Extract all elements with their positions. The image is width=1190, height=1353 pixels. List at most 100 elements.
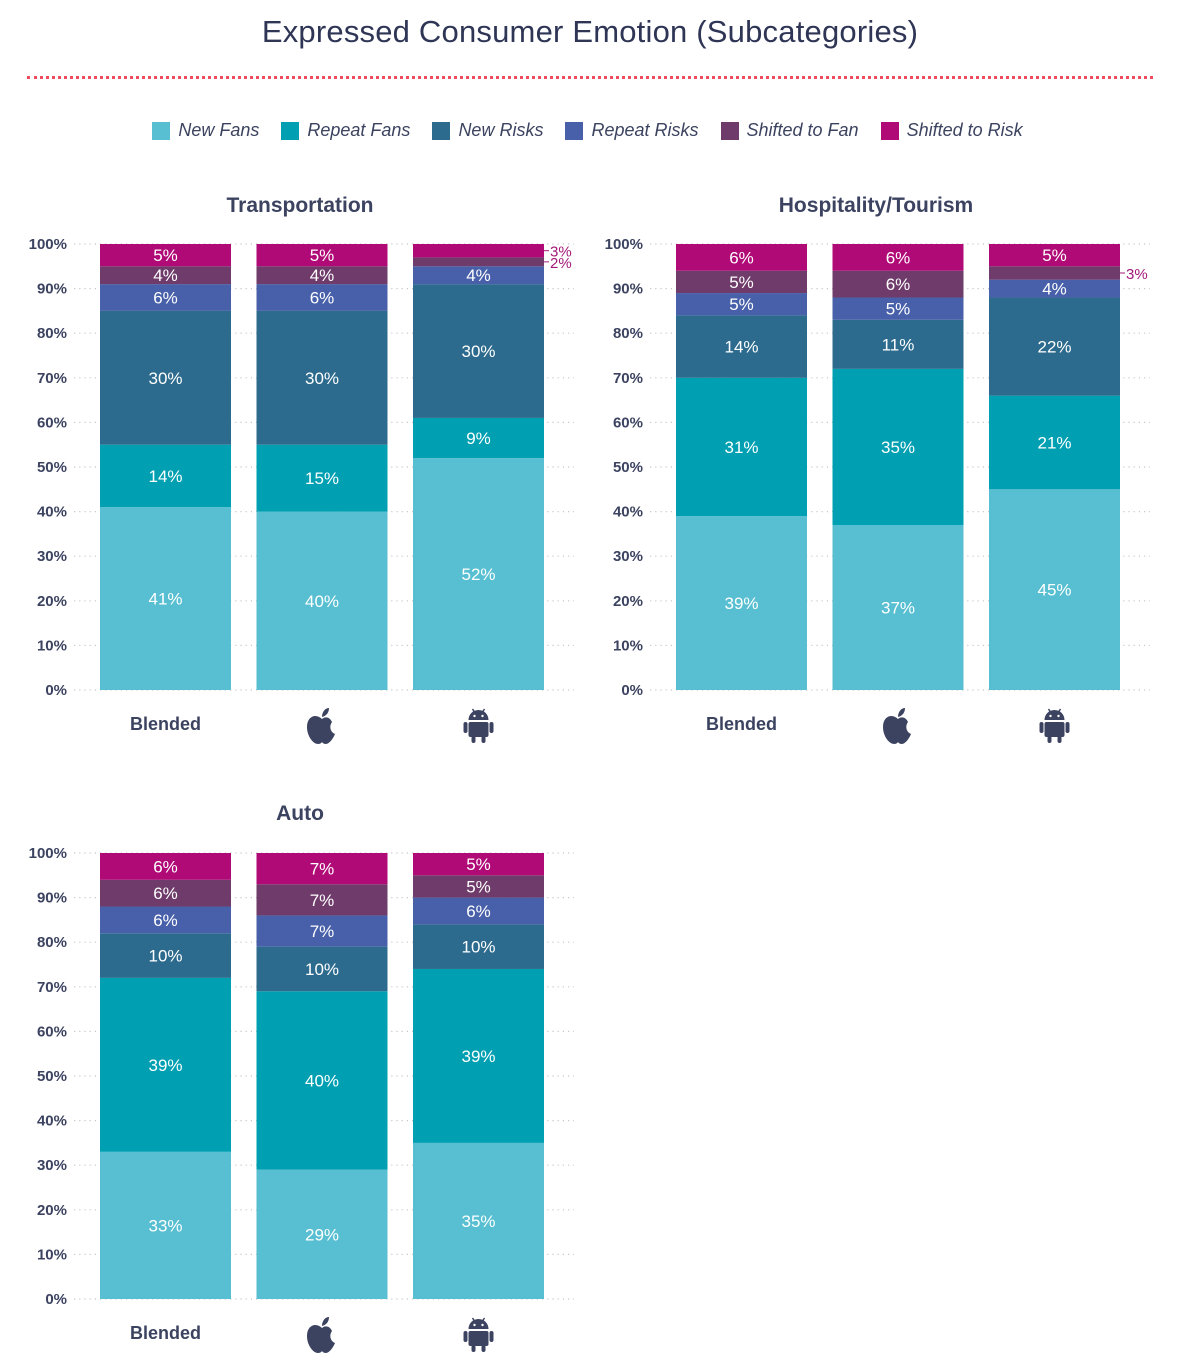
bar-segment [413,458,544,690]
android-head [468,710,489,720]
y-tick-label: 40% [37,1113,67,1130]
bar-segment [256,284,388,311]
bar-segment [256,511,388,690]
legend-label: Shifted to Fan [746,120,859,140]
android-leg [481,736,486,743]
data-label: 5% [153,246,178,265]
android-body [468,1331,489,1346]
bar-segment [100,977,231,1152]
bar-segment [100,284,231,311]
android-eye [1049,714,1052,718]
data-label: 4% [310,266,335,285]
y-tick-label: 70% [37,979,67,996]
bar-segment [413,244,544,258]
apple-body [307,1324,335,1353]
bar-segment [100,1151,231,1299]
data-label: 40% [305,1071,339,1090]
bar-segment [676,244,807,271]
bar-segment [676,270,807,294]
bar-segment [989,395,1120,490]
data-label: 4% [153,266,178,285]
y-tick-label: 60% [37,1023,67,1040]
bar-segment [256,444,388,512]
y-tick-label: 50% [37,459,67,476]
data-label: 6% [153,911,178,930]
legend-label: New Risks [458,120,544,140]
android-antenna [471,1317,476,1322]
android-head [468,1319,489,1329]
data-label: 10% [305,960,339,979]
data-label: 6% [886,248,911,267]
data-label: 37% [881,598,915,617]
data-label: 7% [310,922,335,941]
data-label: 31% [724,438,758,457]
bar-segment [413,417,544,459]
android-leg [1047,736,1052,743]
legend-swatch [565,121,584,140]
data-label: 35% [881,438,915,457]
legend-label: Shifted to Risk [906,120,1023,140]
bar-segment [100,507,231,690]
legend-item-new-fans: New Fans [152,120,259,141]
android-arm [489,1331,494,1342]
bar-segment [100,244,231,267]
data-label: 52% [461,565,495,584]
chart-main-title: Expressed Consumer Emotion (Subcategorie… [261,14,919,49]
bar-segment [676,516,807,690]
data-label: 5% [886,300,911,319]
bar-segment [832,319,964,369]
data-label: 39% [461,1047,495,1066]
bar-segment [413,266,544,285]
y-tick-label: 100% [605,236,643,253]
data-label: 10% [461,938,495,957]
y-tick-label: 0% [621,682,643,699]
data-label-callout: 3% [550,244,572,261]
chart-title: Auto [276,802,324,825]
android-leg [471,736,476,743]
android-icon [463,1317,494,1352]
y-tick-label: 90% [613,281,643,298]
data-label: 39% [724,594,758,613]
android-leg [1057,736,1062,743]
y-tick-label: 80% [613,325,643,342]
data-label: 9% [466,429,491,448]
y-tick-label: 80% [37,934,67,951]
apple-icon [307,1317,335,1353]
y-tick-label: 90% [37,890,67,907]
apple-leaf [322,708,329,717]
bar-segment [100,853,231,880]
data-label: 5% [310,246,335,265]
android-eye [481,1323,484,1327]
android-icon [463,708,494,743]
y-tick-label: 60% [613,414,643,431]
android-arm [489,722,494,733]
bar-segment [989,244,1120,267]
y-tick-label: 100% [29,236,67,253]
y-tick-label: 30% [37,548,67,565]
data-label-callout: 3% [1126,266,1148,283]
data-label: 35% [461,1212,495,1231]
bar-segment [413,875,544,898]
data-label: 6% [466,902,491,921]
android-arm [463,722,468,733]
data-label: 6% [310,289,335,308]
android-head [1044,710,1065,720]
legend-swatch [720,121,739,140]
android-eye [481,714,484,718]
android-antenna [481,708,486,713]
y-tick-label: 10% [37,637,67,654]
data-label: 5% [1042,246,1067,265]
y-tick-label: 10% [37,1246,67,1263]
android-antenna [481,1317,486,1322]
bar-segment [989,266,1120,280]
y-tick-label: 10% [613,637,643,654]
data-label: 33% [148,1216,182,1235]
android-leg [471,1345,476,1352]
data-label: 30% [461,342,495,361]
apple-leaf [322,1317,329,1326]
bar-segment [256,310,388,445]
bar-segment [100,266,231,285]
android-antenna [1057,708,1062,713]
data-label: 14% [148,467,182,486]
